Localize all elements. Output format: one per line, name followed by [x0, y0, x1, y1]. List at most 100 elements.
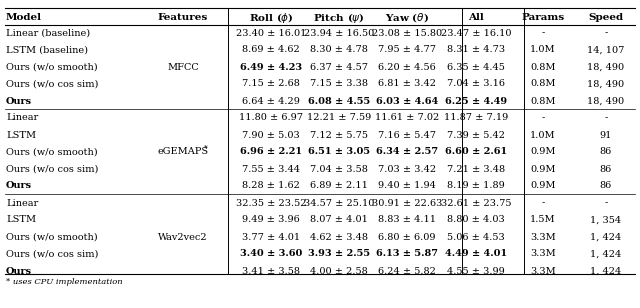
Text: 6.20 ± 4.56: 6.20 ± 4.56: [378, 63, 436, 71]
Text: 1, 424: 1, 424: [590, 249, 621, 258]
Text: 1.5M: 1.5M: [530, 216, 556, 225]
Text: 86: 86: [600, 181, 612, 191]
Text: 6.35 ± 4.45: 6.35 ± 4.45: [447, 63, 505, 71]
Text: 6.64 ± 4.29: 6.64 ± 4.29: [242, 96, 300, 106]
Text: 11.87 ± 7.19: 11.87 ± 7.19: [444, 114, 508, 123]
Text: 18, 490: 18, 490: [588, 63, 625, 71]
Text: eGEMAPS: eGEMAPS: [157, 148, 209, 156]
Text: MFCC: MFCC: [167, 63, 199, 71]
Text: LSTM (baseline): LSTM (baseline): [6, 46, 88, 55]
Text: 1.0M: 1.0M: [530, 46, 556, 55]
Text: -: -: [541, 29, 545, 38]
Text: Ours (w/o smooth): Ours (w/o smooth): [6, 233, 98, 241]
Text: 8.80 ± 4.03: 8.80 ± 4.03: [447, 216, 505, 225]
Text: 11.61 ± 7.02: 11.61 ± 7.02: [375, 114, 439, 123]
Text: Ours (w/o cos sim): Ours (w/o cos sim): [6, 249, 99, 258]
Text: 3.77 ± 4.01: 3.77 ± 4.01: [242, 233, 300, 241]
Text: 6.24 ± 5.82: 6.24 ± 5.82: [378, 266, 436, 275]
Text: 3.3M: 3.3M: [530, 249, 556, 258]
Text: LSTM: LSTM: [6, 216, 36, 225]
Text: Model: Model: [6, 14, 42, 22]
Text: 3.41 ± 3.58: 3.41 ± 3.58: [242, 266, 300, 275]
Text: *: *: [204, 144, 207, 152]
Text: Yaw ($\theta$): Yaw ($\theta$): [385, 11, 429, 24]
Text: 1, 424: 1, 424: [590, 266, 621, 275]
Text: 32.35 ± 23.52: 32.35 ± 23.52: [236, 198, 307, 208]
Text: 7.12 ± 5.75: 7.12 ± 5.75: [310, 131, 368, 140]
Text: Pitch ($\psi$): Pitch ($\psi$): [313, 11, 365, 25]
Text: 4.55 ± 3.99: 4.55 ± 3.99: [447, 266, 505, 275]
Text: 7.15 ± 2.68: 7.15 ± 2.68: [242, 79, 300, 88]
Text: -: -: [541, 114, 545, 123]
Text: 7.95 ± 4.77: 7.95 ± 4.77: [378, 46, 436, 55]
Text: Features: Features: [158, 14, 208, 22]
Text: 1.0M: 1.0M: [530, 131, 556, 140]
Text: * uses CPU implementation: * uses CPU implementation: [6, 278, 123, 286]
Text: 23.40 ± 16.01: 23.40 ± 16.01: [236, 29, 306, 38]
Text: 7.15 ± 3.38: 7.15 ± 3.38: [310, 79, 368, 88]
Text: 4.00 ± 2.58: 4.00 ± 2.58: [310, 266, 368, 275]
Text: 7.39 ± 5.42: 7.39 ± 5.42: [447, 131, 505, 140]
Text: 6.81 ± 3.42: 6.81 ± 3.42: [378, 79, 436, 88]
Text: 7.04 ± 3.58: 7.04 ± 3.58: [310, 164, 368, 173]
Text: 12.21 ± 7.59: 12.21 ± 7.59: [307, 114, 371, 123]
Text: 32.61 ± 23.75: 32.61 ± 23.75: [441, 198, 511, 208]
Text: Ours: Ours: [6, 96, 32, 106]
Text: 14, 107: 14, 107: [588, 46, 625, 55]
Text: 23.94 ± 16.50: 23.94 ± 16.50: [304, 29, 374, 38]
Text: -: -: [604, 114, 607, 123]
Text: 0.9M: 0.9M: [531, 164, 556, 173]
Text: 7.90 ± 5.03: 7.90 ± 5.03: [242, 131, 300, 140]
Text: 6.49 ± 4.23: 6.49 ± 4.23: [240, 63, 302, 71]
Text: 23.47 ± 16.10: 23.47 ± 16.10: [441, 29, 511, 38]
Text: 86: 86: [600, 164, 612, 173]
Text: 6.60 ± 2.61: 6.60 ± 2.61: [445, 148, 507, 156]
Text: 6.51 ± 3.05: 6.51 ± 3.05: [308, 148, 370, 156]
Text: 3.3M: 3.3M: [530, 266, 556, 275]
Text: 7.21 ± 3.48: 7.21 ± 3.48: [447, 164, 505, 173]
Text: 8.83 ± 4.11: 8.83 ± 4.11: [378, 216, 436, 225]
Text: 9.49 ± 3.96: 9.49 ± 3.96: [242, 216, 300, 225]
Text: 18, 490: 18, 490: [588, 96, 625, 106]
Text: Roll ($\phi$): Roll ($\phi$): [249, 11, 293, 25]
Text: 34.57 ± 25.10: 34.57 ± 25.10: [304, 198, 374, 208]
Text: 0.8M: 0.8M: [531, 96, 556, 106]
Text: 8.19 ± 1.89: 8.19 ± 1.89: [447, 181, 505, 191]
Text: Ours: Ours: [6, 266, 32, 275]
Text: 91: 91: [600, 131, 612, 140]
Text: 6.34 ± 2.57: 6.34 ± 2.57: [376, 148, 438, 156]
Text: 11.80 ± 6.97: 11.80 ± 6.97: [239, 114, 303, 123]
Text: 5.06 ± 4.53: 5.06 ± 4.53: [447, 233, 505, 241]
Text: Ours (w/o cos sim): Ours (w/o cos sim): [6, 164, 99, 173]
Text: 86: 86: [600, 148, 612, 156]
Text: 6.37 ± 4.57: 6.37 ± 4.57: [310, 63, 368, 71]
Text: 7.16 ± 5.47: 7.16 ± 5.47: [378, 131, 436, 140]
Text: -: -: [604, 29, 607, 38]
Text: 3.93 ± 2.55: 3.93 ± 2.55: [308, 249, 370, 258]
Text: 8.07 ± 4.01: 8.07 ± 4.01: [310, 216, 368, 225]
Text: 6.89 ± 2.11: 6.89 ± 2.11: [310, 181, 368, 191]
Text: 6.25 ± 4.49: 6.25 ± 4.49: [445, 96, 507, 106]
Text: 6.03 ± 4.64: 6.03 ± 4.64: [376, 96, 438, 106]
Text: 6.08 ± 4.55: 6.08 ± 4.55: [308, 96, 370, 106]
Text: Params: Params: [522, 14, 564, 22]
Text: Ours: Ours: [6, 181, 32, 191]
Text: 6.96 ± 2.21: 6.96 ± 2.21: [240, 148, 302, 156]
Text: 23.08 ± 15.80: 23.08 ± 15.80: [372, 29, 442, 38]
Text: 7.55 ± 3.44: 7.55 ± 3.44: [242, 164, 300, 173]
Text: 0.8M: 0.8M: [531, 79, 556, 88]
Text: 6.13 ± 5.87: 6.13 ± 5.87: [376, 249, 438, 258]
Text: 8.31 ± 4.73: 8.31 ± 4.73: [447, 46, 505, 55]
Text: 4.62 ± 3.48: 4.62 ± 3.48: [310, 233, 368, 241]
Text: Linear (baseline): Linear (baseline): [6, 29, 90, 38]
Text: 3.3M: 3.3M: [530, 233, 556, 241]
Text: 1, 354: 1, 354: [591, 216, 621, 225]
Text: Linear: Linear: [6, 114, 38, 123]
Text: 0.9M: 0.9M: [531, 181, 556, 191]
Text: 8.28 ± 1.62: 8.28 ± 1.62: [242, 181, 300, 191]
Text: 0.8M: 0.8M: [531, 63, 556, 71]
Text: -: -: [541, 198, 545, 208]
Text: 6.80 ± 6.09: 6.80 ± 6.09: [378, 233, 436, 241]
Text: Ours (w/o smooth): Ours (w/o smooth): [6, 148, 98, 156]
Text: 9.40 ± 1.94: 9.40 ± 1.94: [378, 181, 436, 191]
